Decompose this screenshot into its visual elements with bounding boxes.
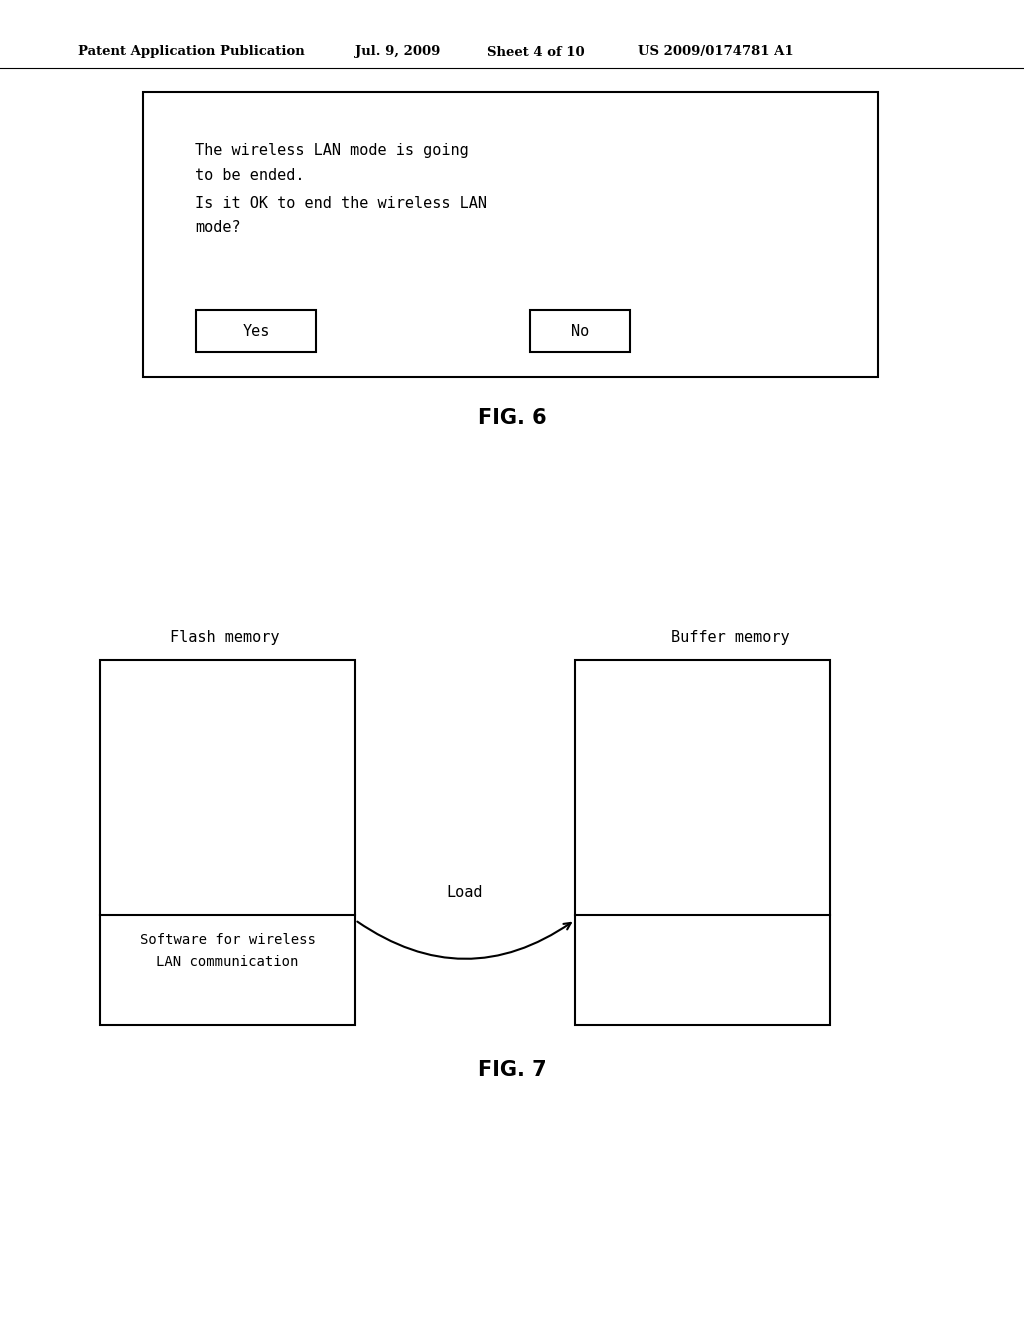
Text: Load: Load <box>446 884 483 900</box>
Text: FIG. 7: FIG. 7 <box>477 1060 547 1080</box>
Text: Sheet 4 of 10: Sheet 4 of 10 <box>487 45 585 58</box>
Bar <box>100 660 355 1026</box>
Text: Software for wireless: Software for wireless <box>139 933 315 946</box>
Bar <box>143 92 878 378</box>
Text: US 2009/0174781 A1: US 2009/0174781 A1 <box>638 45 794 58</box>
Text: Flash memory: Flash memory <box>170 630 280 645</box>
Text: No: No <box>570 323 589 338</box>
Text: mode?: mode? <box>195 220 241 235</box>
Text: Buffer memory: Buffer memory <box>671 630 790 645</box>
Text: FIG. 6: FIG. 6 <box>477 408 547 428</box>
Bar <box>530 310 630 352</box>
Bar <box>575 660 830 1026</box>
Bar <box>196 310 316 352</box>
Text: Yes: Yes <box>243 323 269 338</box>
Text: Is it OK to end the wireless LAN: Is it OK to end the wireless LAN <box>195 195 487 211</box>
Text: Jul. 9, 2009: Jul. 9, 2009 <box>355 45 440 58</box>
Text: Patent Application Publication: Patent Application Publication <box>78 45 305 58</box>
Text: The wireless LAN mode is going: The wireless LAN mode is going <box>195 143 469 158</box>
Text: to be ended.: to be ended. <box>195 168 304 183</box>
Text: LAN communication: LAN communication <box>157 954 299 969</box>
FancyArrowPatch shape <box>357 921 570 958</box>
